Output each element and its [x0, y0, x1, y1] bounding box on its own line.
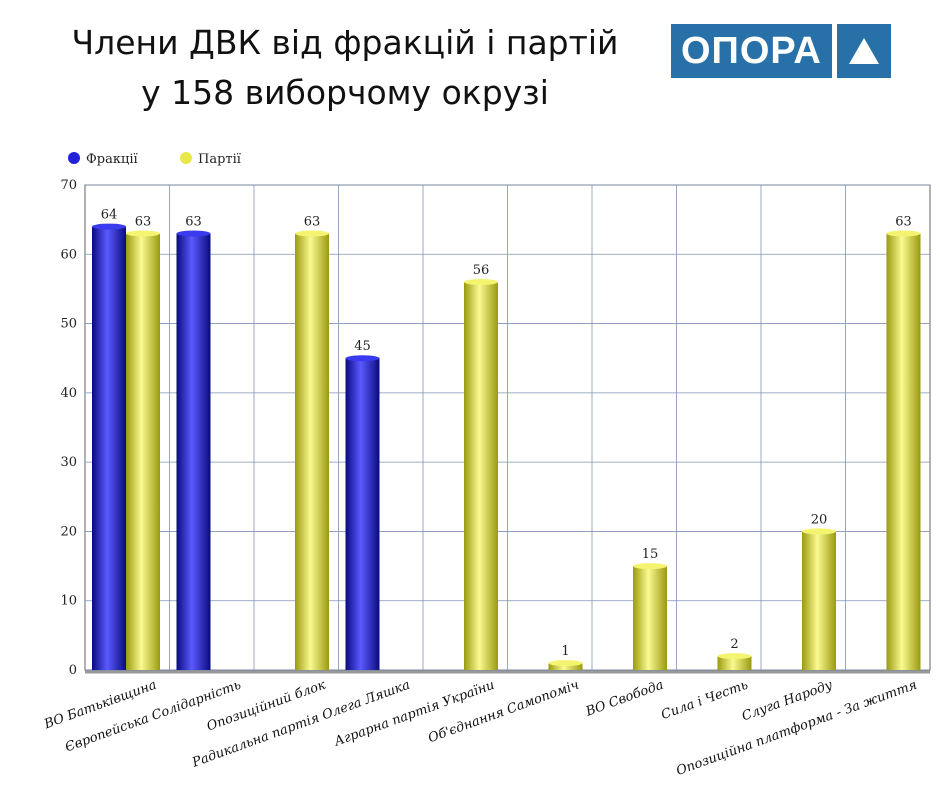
y-tick-label: 60 [60, 247, 77, 262]
bar-parties [464, 282, 498, 670]
x-category-label: Сила і Честь [659, 678, 750, 723]
bar-parties [126, 233, 160, 670]
title-line-1: Члени ДВК від фракцій і партій [71, 23, 619, 62]
opora-logo: ОПОРА [671, 24, 891, 78]
bar-parties [802, 531, 836, 670]
data-label: 20 [811, 512, 828, 527]
bar-cap [886, 230, 921, 237]
y-tick-label: 40 [60, 386, 77, 401]
bar-cap [802, 528, 836, 535]
y-tick-label: 50 [60, 317, 77, 332]
data-label: 63 [895, 215, 912, 230]
chart-title: Члени ДВК від фракцій і партій у 158 виб… [20, 18, 670, 118]
x-category-label: Аграрна партія України [332, 678, 497, 750]
data-label: 63 [185, 215, 202, 230]
bar-parties [633, 566, 667, 670]
legend-marker [180, 152, 192, 164]
y-tick-label: 20 [60, 524, 77, 539]
bar-cap [176, 230, 211, 237]
bar-fractions [92, 226, 126, 671]
bar-cap [92, 223, 126, 230]
legend-marker [68, 152, 80, 164]
logo-text: ОПОРА [671, 24, 832, 78]
y-tick-label: 10 [60, 594, 77, 609]
bar-parties [295, 233, 329, 670]
bar-cap [126, 230, 160, 237]
bar-cap [717, 653, 752, 660]
bar-parties [717, 656, 752, 670]
bar-cap [548, 660, 583, 667]
y-tick-label: 0 [69, 663, 77, 678]
bar-fractions [176, 233, 211, 670]
triangle-icon [836, 24, 891, 78]
data-label: 1 [561, 644, 569, 659]
bar-cap [464, 279, 498, 285]
bar-cap [295, 230, 329, 237]
x-category-label: Об'єднання Самопоміч [426, 678, 581, 747]
title-line-2: у 158 виборчому окрузі [141, 73, 549, 112]
bar-cap [345, 355, 380, 362]
y-tick-label: 70 [60, 178, 77, 193]
data-label: 15 [642, 547, 659, 562]
x-category-label: ВО Свобода [583, 678, 666, 720]
y-tick-label: 30 [60, 455, 77, 470]
data-label: 2 [730, 637, 738, 652]
data-label: 63 [304, 215, 321, 230]
data-label: 64 [101, 208, 118, 223]
bar-cap [633, 563, 667, 570]
data-label: 63 [135, 215, 152, 230]
bar-fractions [345, 358, 380, 670]
legend-label: Партії [198, 152, 242, 167]
bar-parties [886, 233, 921, 670]
data-label: 45 [354, 339, 371, 354]
bar-parties [548, 663, 583, 670]
data-label: 56 [473, 263, 490, 278]
legend-label: Фракції [86, 152, 139, 167]
